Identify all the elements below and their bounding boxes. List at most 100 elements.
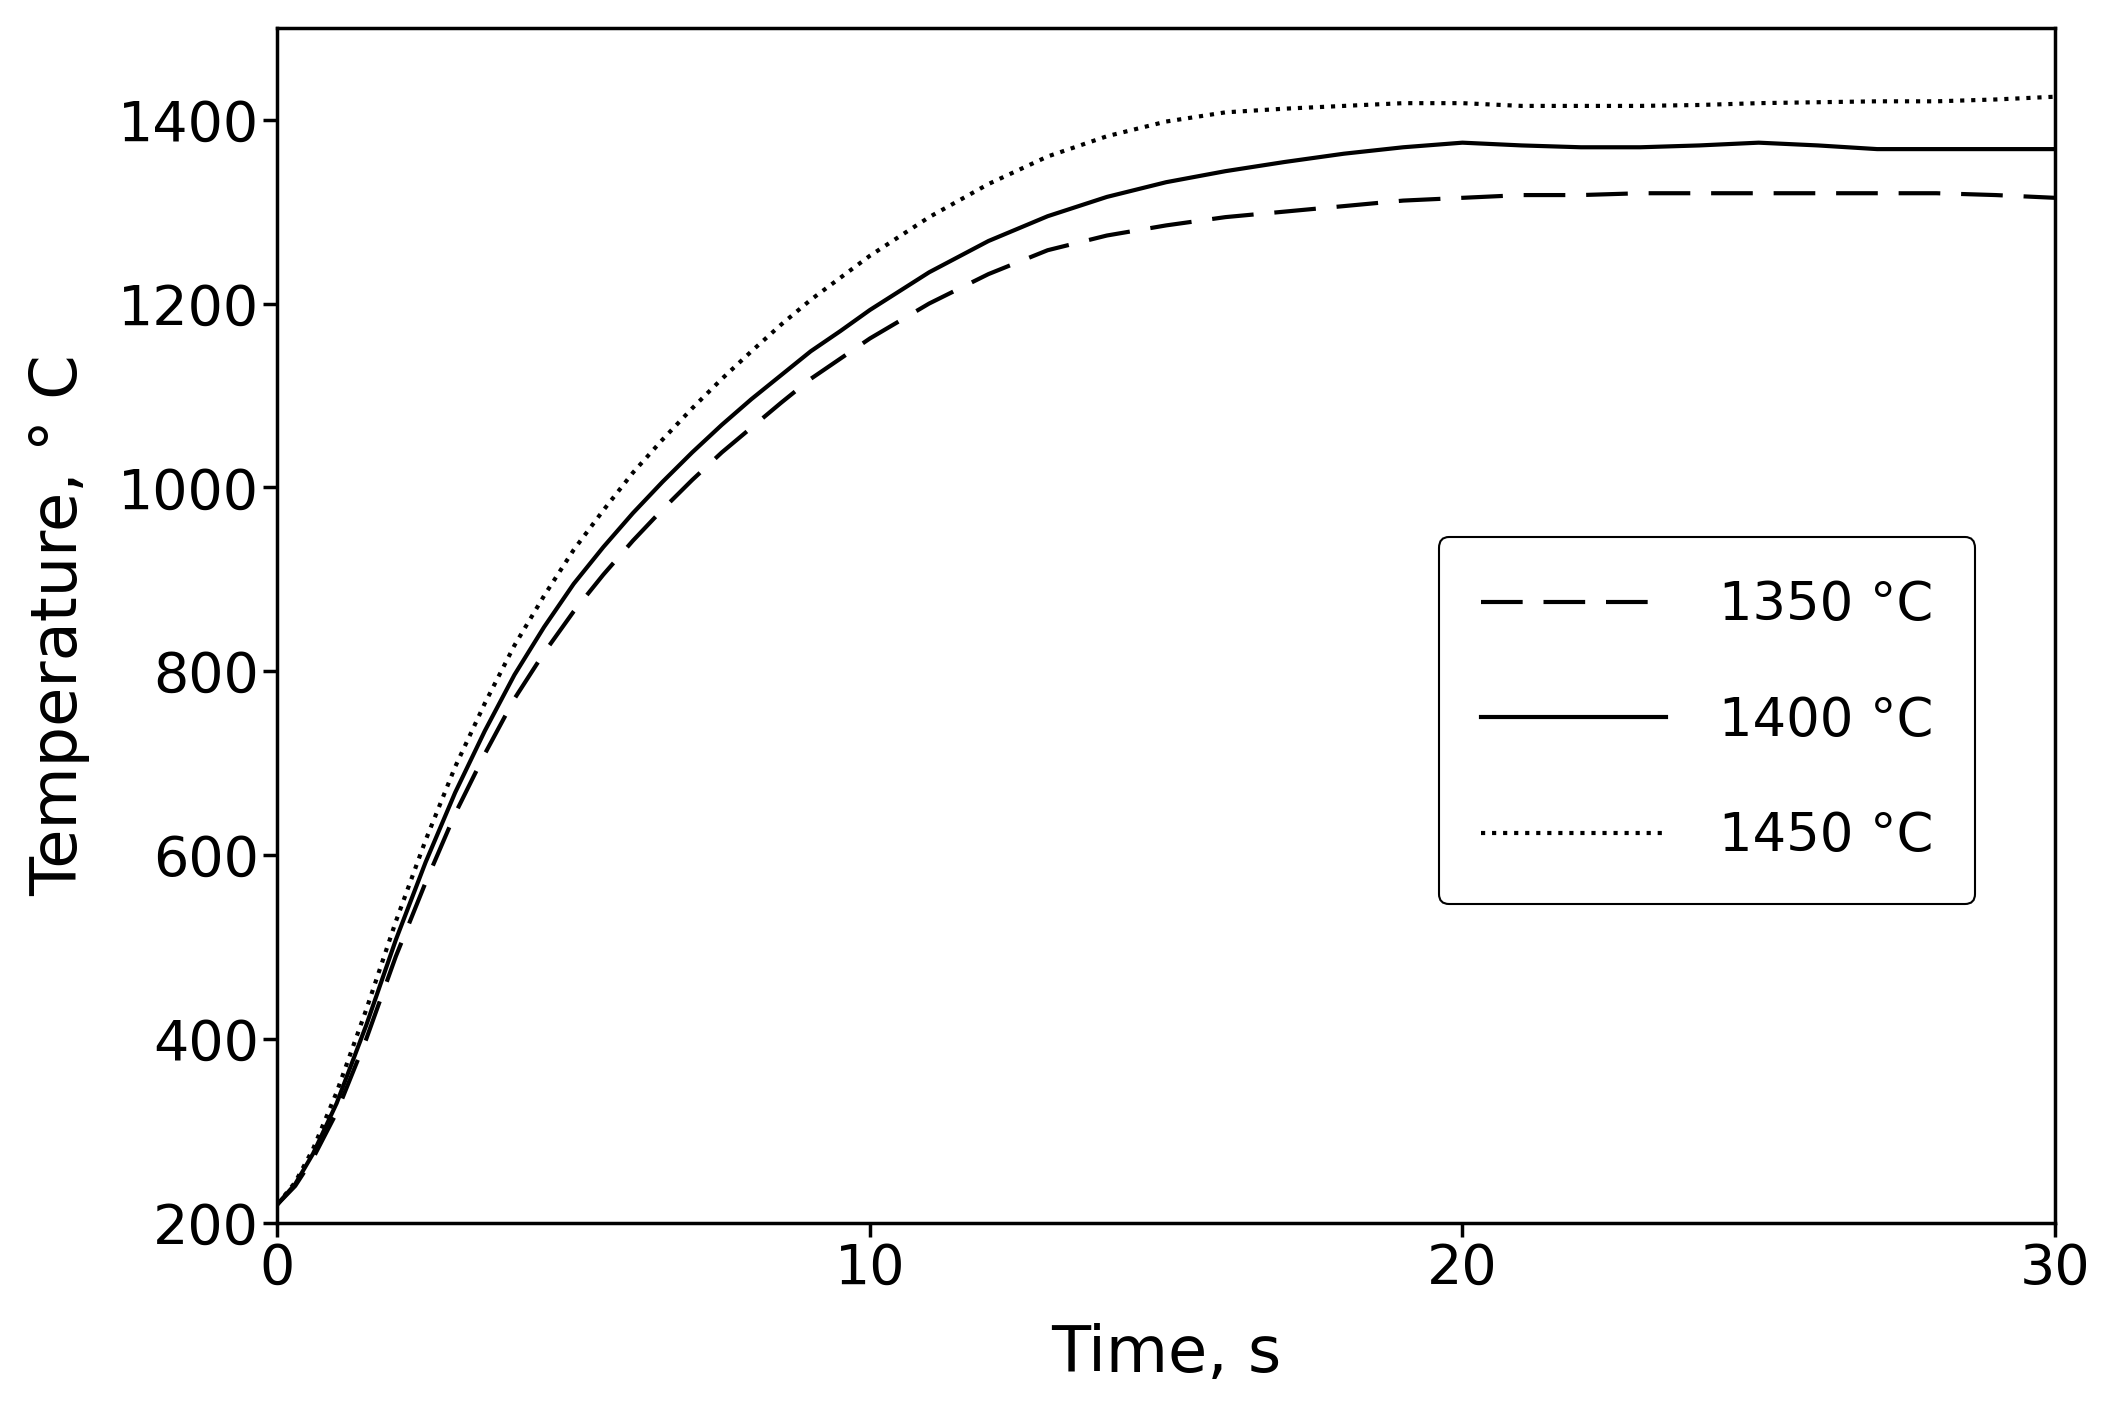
1350 °C <box>1449 189 1474 206</box>
1350 °C <box>1686 185 1711 202</box>
1350 °C <box>1627 185 1652 202</box>
1400 °C <box>650 473 676 490</box>
1350 °C <box>680 472 705 489</box>
1450 °C <box>1036 148 1061 165</box>
1450 °C <box>532 588 557 605</box>
1400 °C <box>1923 141 1949 158</box>
1450 °C <box>502 637 527 654</box>
1400 °C <box>1686 137 1711 154</box>
1400 °C <box>265 1195 290 1212</box>
Y-axis label: Temperature, ° C: Temperature, ° C <box>28 355 89 896</box>
1350 °C <box>769 394 794 411</box>
1350 °C <box>917 295 943 312</box>
1350 °C <box>1036 242 1061 259</box>
1450 °C <box>621 465 646 482</box>
1400 °C <box>301 1146 326 1163</box>
1350 °C <box>413 875 438 892</box>
1400 °C <box>1154 174 1180 191</box>
1450 °C <box>798 291 824 308</box>
1350 °C <box>1745 185 1771 202</box>
1350 °C <box>828 350 854 367</box>
1350 °C <box>1332 198 1358 215</box>
1350 °C <box>561 603 587 620</box>
1350 °C <box>650 502 676 519</box>
1400 °C <box>1864 141 1889 158</box>
1350 °C <box>265 1195 290 1212</box>
1400 °C <box>282 1176 307 1193</box>
1450 °C <box>1389 95 1415 112</box>
1350 °C <box>282 1177 307 1194</box>
1350 °C <box>710 444 735 461</box>
1400 °C <box>2042 141 2067 158</box>
1450 °C <box>1508 97 1533 114</box>
1350 °C <box>621 533 646 550</box>
1400 °C <box>1273 154 1298 171</box>
1400 °C <box>561 575 587 592</box>
1450 °C <box>1686 96 1711 113</box>
1450 °C <box>282 1174 307 1191</box>
1350 °C <box>1154 218 1180 235</box>
1350 °C <box>976 266 1002 283</box>
1400 °C <box>472 722 498 739</box>
1400 °C <box>769 367 794 384</box>
1350 °C <box>502 691 527 708</box>
1400 °C <box>443 784 468 801</box>
1450 °C <box>1627 97 1652 114</box>
1450 °C <box>265 1195 290 1212</box>
1450 °C <box>1449 95 1474 112</box>
1450 °C <box>858 247 883 264</box>
1350 °C <box>858 331 883 348</box>
1450 °C <box>1982 90 2008 107</box>
1450 °C <box>1745 95 1771 112</box>
1400 °C <box>739 390 765 407</box>
1350 °C <box>739 420 765 437</box>
1450 °C <box>324 1084 349 1101</box>
1400 °C <box>976 233 1002 250</box>
1450 °C <box>591 502 616 519</box>
1450 °C <box>413 832 438 849</box>
1400 °C <box>710 417 735 434</box>
1450 °C <box>710 370 735 387</box>
1350 °C <box>1214 209 1239 226</box>
1350 °C <box>301 1150 326 1167</box>
1400 °C <box>798 343 824 360</box>
1450 °C <box>1923 93 1949 110</box>
1350 °C <box>1805 185 1830 202</box>
1450 °C <box>1332 97 1358 114</box>
1400 °C <box>1567 138 1593 155</box>
1350 °C <box>1389 192 1415 209</box>
1450 °C <box>561 541 587 558</box>
1450 °C <box>1567 97 1593 114</box>
1400 °C <box>621 504 646 521</box>
1450 °C <box>383 913 409 930</box>
Line: 1350 °C: 1350 °C <box>277 194 2054 1204</box>
1400 °C <box>354 1016 379 1033</box>
1400 °C <box>1745 134 1771 151</box>
1400 °C <box>502 667 527 684</box>
1450 °C <box>301 1140 326 1157</box>
1350 °C <box>383 948 409 965</box>
1400 °C <box>858 301 883 318</box>
1350 °C <box>1982 187 2008 203</box>
1450 °C <box>739 343 765 360</box>
1350 °C <box>472 746 498 763</box>
1400 °C <box>1805 137 1830 154</box>
1400 °C <box>413 853 438 870</box>
Line: 1400 °C: 1400 °C <box>277 143 2054 1204</box>
1400 °C <box>1508 137 1533 154</box>
1450 °C <box>1273 100 1298 117</box>
X-axis label: Time, s: Time, s <box>1051 1323 1281 1385</box>
1400 °C <box>591 538 616 555</box>
1450 °C <box>650 431 676 448</box>
1450 °C <box>2042 88 2067 105</box>
1450 °C <box>680 400 705 417</box>
1450 °C <box>1154 113 1180 130</box>
1400 °C <box>1982 141 2008 158</box>
1400 °C <box>1214 162 1239 179</box>
1450 °C <box>472 695 498 712</box>
1450 °C <box>1805 93 1830 110</box>
1350 °C <box>1273 203 1298 220</box>
1350 °C <box>1508 187 1533 203</box>
1350 °C <box>1923 185 1949 202</box>
1450 °C <box>769 317 794 333</box>
